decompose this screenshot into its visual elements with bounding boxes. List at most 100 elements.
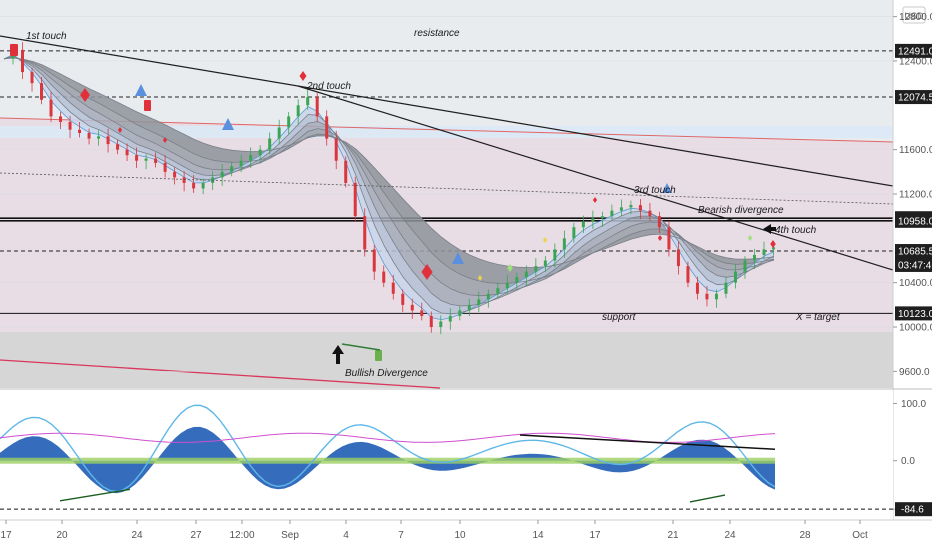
red-channel-bottom bbox=[0, 359, 441, 389]
candle-body bbox=[610, 210, 614, 217]
signal-flag bbox=[144, 100, 151, 111]
candle-body bbox=[496, 288, 500, 294]
dotted-trend bbox=[0, 172, 894, 205]
date-ticks: 17 20 24 27 12:00 Sep 4 7 10 14 17 21 24 28 Oct bbox=[0, 520, 868, 541]
candle-body bbox=[116, 144, 120, 150]
candle-body bbox=[619, 207, 623, 211]
price-tag bbox=[895, 244, 932, 259]
ema-line bbox=[3, 53, 775, 321]
candle-body bbox=[353, 182, 357, 217]
price-tag-label: 10958.0 bbox=[898, 216, 932, 227]
candle-body bbox=[201, 182, 205, 189]
signal-diamond bbox=[299, 71, 307, 81]
price-tag-label: 10685.5 bbox=[898, 247, 932, 258]
oscillator bbox=[0, 404, 893, 510]
candle-body bbox=[154, 158, 158, 163]
candle-body bbox=[429, 315, 433, 328]
candle-body bbox=[657, 216, 661, 228]
signal-diamond bbox=[770, 240, 776, 248]
signal-flag bbox=[10, 44, 18, 56]
price-tick-label: 10400.0 bbox=[899, 278, 932, 289]
signal-diamond bbox=[477, 275, 483, 281]
candle-body bbox=[59, 116, 63, 122]
candle-body bbox=[667, 227, 671, 250]
annotation-2nd-touch: 2nd touch bbox=[306, 81, 351, 92]
price-tags: 12491.012074.510981.510958.010685.503:47… bbox=[895, 43, 932, 321]
signal-triangle bbox=[452, 252, 464, 264]
price-tag bbox=[895, 257, 932, 272]
candle-body bbox=[591, 218, 595, 222]
osc-zero-band bbox=[0, 457, 775, 464]
candle-body bbox=[695, 282, 699, 294]
price-tag-label: 10123.0 bbox=[898, 309, 932, 320]
candle-body bbox=[648, 210, 652, 217]
ema-line bbox=[3, 56, 775, 307]
candle-body bbox=[581, 221, 585, 228]
candle-body bbox=[135, 155, 139, 161]
date-tick-label: Sep bbox=[281, 530, 299, 541]
price-tag-label: 12074.5 bbox=[898, 93, 932, 104]
candle-body bbox=[78, 129, 82, 134]
annotation-3rd-touch: 3rd touch bbox=[634, 185, 676, 196]
signal-diamond bbox=[117, 127, 123, 133]
candle-body bbox=[192, 182, 196, 189]
candle-body bbox=[230, 166, 234, 172]
candle-body bbox=[277, 127, 281, 139]
date-tick-label: 14 bbox=[532, 530, 544, 541]
candle-body bbox=[524, 271, 528, 278]
osc-bearish-divergence bbox=[519, 434, 776, 451]
ema-ribbon-band bbox=[4, 54, 774, 320]
oscillator-ticks: 100.0 0.0 -84.6 bbox=[893, 399, 932, 517]
price-tag bbox=[895, 43, 932, 58]
price-ticks: 12800.0 12400.0 11600.0 11200.0 10400.0 10000… bbox=[893, 12, 932, 378]
candle-body bbox=[315, 97, 319, 117]
date-axis bbox=[0, 520, 932, 550]
candle-body bbox=[249, 155, 253, 161]
candle-body bbox=[372, 249, 376, 272]
annotation-support: support bbox=[602, 312, 637, 323]
ema-line bbox=[3, 56, 775, 297]
signal-triangle bbox=[662, 183, 672, 193]
date-tick-label: 7 bbox=[398, 530, 404, 541]
candle-body bbox=[296, 105, 300, 117]
date-tick-label: 4 bbox=[343, 530, 349, 541]
date-tick-label: Oct bbox=[852, 530, 868, 541]
osc-tag bbox=[895, 502, 932, 517]
price-tick-label: 9600.0 bbox=[899, 367, 930, 378]
annotation-1st-touch: 1st touch bbox=[26, 31, 67, 42]
annotation-target: X = target bbox=[795, 312, 841, 323]
osc-tick-label: -84.6 bbox=[901, 505, 924, 516]
arrow-up-icon bbox=[332, 345, 344, 364]
price-tick-label: 10000.0 bbox=[899, 323, 932, 334]
candle-body bbox=[676, 249, 680, 267]
ema-line bbox=[3, 57, 775, 268]
date-tick-label: 27 bbox=[190, 530, 202, 541]
candle-body bbox=[239, 160, 243, 167]
candle-body bbox=[401, 293, 405, 305]
ema-ribbon bbox=[3, 53, 775, 321]
candle-body bbox=[724, 282, 728, 294]
annotation-bearish-divergence: Bearish divergence bbox=[698, 205, 784, 216]
candle-body bbox=[477, 299, 481, 305]
candle-body bbox=[705, 293, 709, 300]
price-tick-label: 11200.0 bbox=[899, 190, 932, 201]
candle-body bbox=[344, 160, 348, 183]
osc-bullish-divergence bbox=[59, 488, 131, 502]
signal-triangle bbox=[135, 84, 147, 96]
candle-body bbox=[220, 171, 224, 178]
osc-signal-line bbox=[0, 404, 776, 493]
lower-zone bbox=[0, 332, 893, 388]
candle-body bbox=[287, 116, 291, 128]
currency-label: USD bbox=[904, 11, 924, 21]
date-tick-label: 12:00 bbox=[229, 530, 254, 541]
signal-diamond bbox=[542, 237, 548, 243]
candle-body bbox=[600, 216, 604, 219]
candle-body bbox=[391, 282, 395, 294]
candle-body bbox=[410, 304, 414, 311]
candle-body bbox=[733, 271, 737, 283]
candle-body bbox=[144, 158, 148, 161]
candle-body bbox=[562, 238, 566, 250]
signal-triangle bbox=[222, 118, 234, 130]
date-tick-label: 21 bbox=[667, 530, 679, 541]
